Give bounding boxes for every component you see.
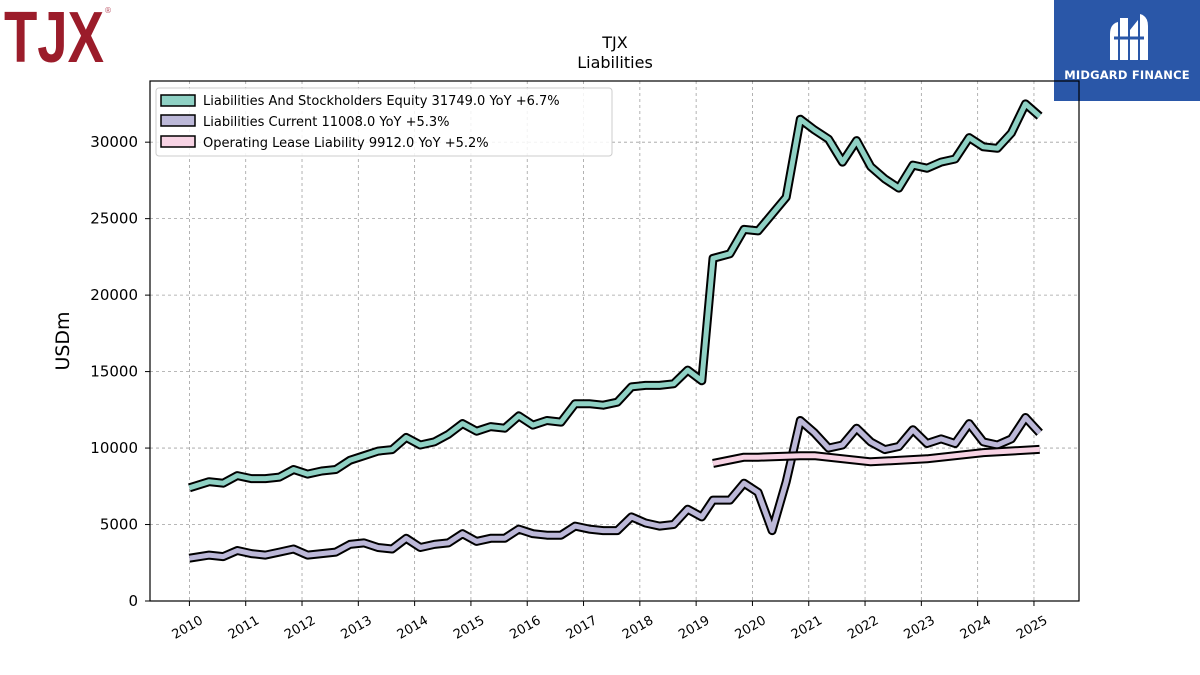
- y-tick-label: 20000: [90, 286, 138, 304]
- x-tick-label: 2024: [958, 613, 994, 643]
- x-tick-label: 2012: [282, 613, 318, 643]
- legend-label-equity: Liabilities And Stockholders Equity 3174…: [203, 94, 560, 109]
- x-tick-label: 2022: [845, 613, 881, 643]
- series-lines: [188, 99, 1043, 563]
- x-tick-label: 2025: [1014, 613, 1050, 643]
- x-tick-label: 2021: [789, 613, 825, 643]
- x-tick-label: 2023: [902, 613, 938, 643]
- legend: Liabilities And Stockholders Equity 3174…: [155, 87, 613, 157]
- x-tick-label: 2017: [564, 613, 600, 643]
- grid: [150, 81, 1079, 601]
- y-tick-label: 30000: [90, 133, 138, 151]
- midgard-finance-logo: MIDGARD FINANCE: [1054, 0, 1200, 101]
- legend-label-current: Liabilities Current 11008.0 YoY +5.3%: [203, 115, 450, 130]
- legend-label-lease: Operating Lease Liability 9912.0 YoY +5.…: [203, 136, 489, 151]
- chart-title: TJX: [601, 33, 627, 52]
- y-tick-label: 25000: [90, 210, 138, 228]
- current-line-outline: [188, 413, 1043, 563]
- legend-swatch-current: [160, 114, 196, 127]
- y-tick-label: 5000: [100, 516, 138, 534]
- midgard-finance-logo-icon: [1110, 14, 1148, 60]
- chart-subtitle: Liabilities: [577, 53, 653, 72]
- x-tick-label: 2014: [395, 613, 431, 643]
- lease-line: [712, 446, 1040, 466]
- plot-frame: [149, 80, 1080, 602]
- tjx-logo-text: TJX: [4, 2, 104, 68]
- current-line: [189, 415, 1042, 561]
- x-axis-ticks: 2010 2011 2012 2013 2014 2015 2016 2017 2018 2019…: [170, 601, 1050, 643]
- x-tick-label: 2016: [507, 613, 543, 643]
- y-tick-label: 15000: [90, 363, 138, 381]
- y-tick-label: 0: [128, 592, 138, 610]
- midgard-finance-logo-text: MIDGARD FINANCE: [1064, 68, 1190, 82]
- x-tick-label: 2020: [733, 613, 769, 643]
- equity-line: [188, 101, 1042, 491]
- tjx-logo: TJX ®: [4, 2, 112, 68]
- x-tick-label: 2013: [338, 613, 374, 643]
- legend-swatch-lease: [160, 135, 196, 148]
- legend-swatch-equity: [160, 94, 196, 107]
- x-tick-label: 2015: [451, 613, 487, 643]
- tjx-registered-mark: ®: [104, 6, 112, 15]
- y-axis-ticks: 0 5000 10000 15000 20000 25000 30000: [90, 133, 150, 610]
- legend-box: [155, 87, 613, 157]
- y-axis-label: USDm: [52, 311, 74, 370]
- x-tick-label: 2010: [170, 613, 206, 643]
- x-tick-label: 2018: [620, 613, 656, 643]
- x-tick-label: 2019: [676, 613, 712, 643]
- y-tick-label: 10000: [90, 439, 138, 457]
- x-tick-label: 2011: [226, 613, 262, 643]
